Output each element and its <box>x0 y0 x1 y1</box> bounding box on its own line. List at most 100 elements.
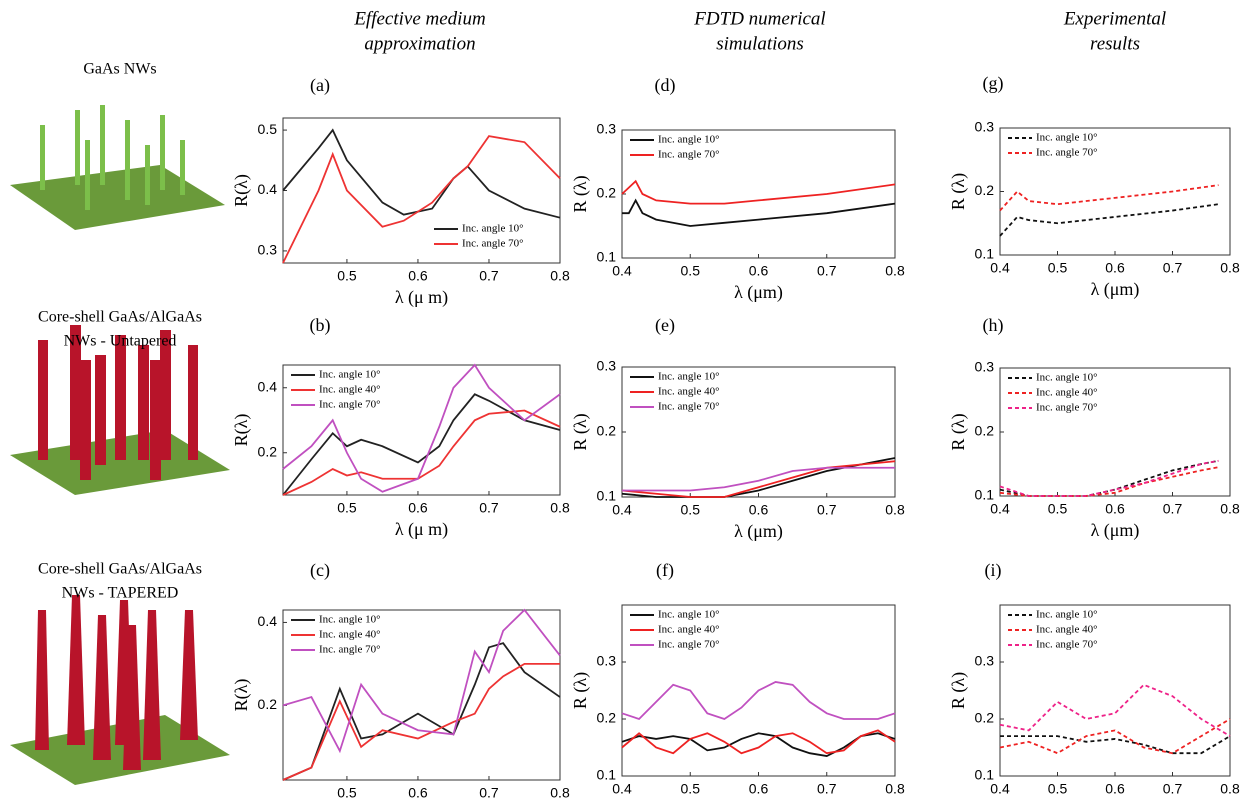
x-axis-label: λ (μm) <box>1091 520 1140 541</box>
x-tick-label: 0.6 <box>1105 260 1125 276</box>
panel-label: (b) <box>310 315 331 336</box>
data-line <box>621 179 896 205</box>
row-label: Core-shell GaAs/AlGaAs <box>38 309 202 326</box>
y-tick-label: 0.1 <box>597 488 617 504</box>
legend-label: Inc. angle 70° <box>462 238 524 250</box>
legend-label: Inc. angle 40° <box>319 384 381 396</box>
data-line <box>622 198 896 227</box>
y-tick-label: 0.1 <box>975 246 995 262</box>
data-line <box>999 459 1219 497</box>
column-header: Experimental <box>1063 8 1166 29</box>
x-tick-label: 0.7 <box>1163 781 1183 797</box>
x-tick-label: 0.7 <box>1163 501 1183 517</box>
x-axis-label: λ (μm) <box>734 521 783 542</box>
x-tick-label: 0.6 <box>1105 501 1125 517</box>
legend-label: Inc. angle 10° <box>1036 132 1098 144</box>
y-tick-label: 0.2 <box>258 443 278 459</box>
panel-label: (e) <box>655 315 675 336</box>
x-tick-label: 0.4 <box>990 260 1010 276</box>
x-tick-label: 0.5 <box>1048 501 1068 517</box>
legend-label: Inc. angle 70° <box>319 644 381 656</box>
data-line <box>1000 735 1231 755</box>
legend-label: Inc. angle 10° <box>1036 372 1098 384</box>
axes-frame <box>999 367 1231 497</box>
row-label: NWs - Untapered <box>64 333 177 350</box>
data-line <box>999 184 1219 212</box>
legend-label: Inc. angle 10° <box>319 614 381 626</box>
illustration-tapered <box>10 595 230 785</box>
x-tick-label: 0.7 <box>479 785 499 801</box>
panel-label: (a) <box>310 75 330 96</box>
data-line <box>282 135 561 264</box>
x-tick-label: 0.8 <box>550 268 570 284</box>
y-tick-label: 0.3 <box>597 358 617 374</box>
x-tick-label: 0.6 <box>408 500 428 516</box>
legend-label: Inc. angle 40° <box>1036 624 1098 636</box>
x-tick-label: 0.5 <box>681 502 701 518</box>
y-tick-label: 0.3 <box>975 119 995 135</box>
y-axis-label: R (λ) <box>948 413 969 450</box>
legend-label: Inc. angle 70° <box>1036 639 1098 651</box>
legend-label: Inc. angle 70° <box>658 149 720 161</box>
y-tick-label: 0.3 <box>597 653 617 669</box>
row-label: Core-shell GaAs/AlGaAs <box>38 561 202 578</box>
y-tick-label: 0.2 <box>258 696 278 712</box>
x-axis-label: λ (μm) <box>1091 279 1140 300</box>
y-axis-label: R (λ) <box>948 672 969 709</box>
data-line <box>282 663 560 781</box>
legend-label: Inc. angle 70° <box>658 639 720 651</box>
x-tick-label: 0.5 <box>337 785 357 801</box>
legend-label: Inc. angle 10° <box>1036 609 1098 621</box>
data-line <box>999 466 1219 497</box>
x-tick-label: 0.8 <box>885 263 905 279</box>
x-tick-label: 0.6 <box>1105 781 1125 797</box>
data-line <box>282 363 561 493</box>
axes-frame <box>282 609 561 781</box>
x-tick-label: 0.8 <box>1220 501 1240 517</box>
data-line <box>621 457 896 498</box>
panel-label: (g) <box>983 73 1004 94</box>
y-tick-label: 0.4 <box>258 181 278 197</box>
x-axis-label: λ (μm) <box>734 282 783 303</box>
y-tick-label: 0.2 <box>597 423 617 439</box>
x-tick-label: 0.8 <box>1220 260 1240 276</box>
y-axis-label: R (λ) <box>570 413 591 450</box>
y-axis-label: R(λ) <box>231 414 252 447</box>
x-tick-label: 0.4 <box>612 502 632 518</box>
axes-frame <box>999 604 1231 777</box>
y-tick-label: 0.1 <box>975 767 995 783</box>
y-tick-label: 0.2 <box>975 710 995 726</box>
y-tick-label: 0.5 <box>258 121 278 137</box>
x-tick-label: 0.7 <box>479 500 499 516</box>
x-tick-label: 0.5 <box>337 268 357 284</box>
y-tick-label: 0.2 <box>597 185 617 201</box>
x-tick-label: 0.5 <box>337 500 357 516</box>
legend-label: Inc. angle 10° <box>319 369 381 381</box>
x-tick-label: 0.6 <box>408 785 428 801</box>
panel-label: (h) <box>983 315 1004 336</box>
x-tick-label: 0.7 <box>1163 260 1183 276</box>
data-line <box>621 460 896 498</box>
legend-label: Inc. angle 70° <box>1036 402 1098 414</box>
column-header: Effective medium <box>353 8 485 29</box>
data-line <box>621 681 896 721</box>
panel-label: (d) <box>655 75 676 96</box>
y-axis-label: R (λ) <box>948 173 969 210</box>
row-label: GaAs NWs <box>83 61 156 78</box>
legend-label: Inc. angle 70° <box>1036 147 1098 159</box>
panel-label: (c) <box>310 560 330 581</box>
x-tick-label: 0.8 <box>885 781 905 797</box>
y-tick-label: 0.4 <box>258 613 278 629</box>
column-header: FDTD numerical <box>693 8 825 29</box>
legend-label: Inc. angle 40° <box>658 386 720 398</box>
y-axis-label: R (λ) <box>570 175 591 212</box>
x-tick-label: 0.5 <box>681 781 701 797</box>
x-tick-label: 0.8 <box>550 500 570 516</box>
x-tick-label: 0.6 <box>408 268 428 284</box>
x-tick-label: 0.4 <box>612 781 632 797</box>
x-axis-label: λ (μm) <box>734 800 783 802</box>
x-tick-label: 0.7 <box>817 502 837 518</box>
y-tick-label: 0.1 <box>597 767 617 783</box>
x-tick-label: 0.8 <box>550 785 570 801</box>
